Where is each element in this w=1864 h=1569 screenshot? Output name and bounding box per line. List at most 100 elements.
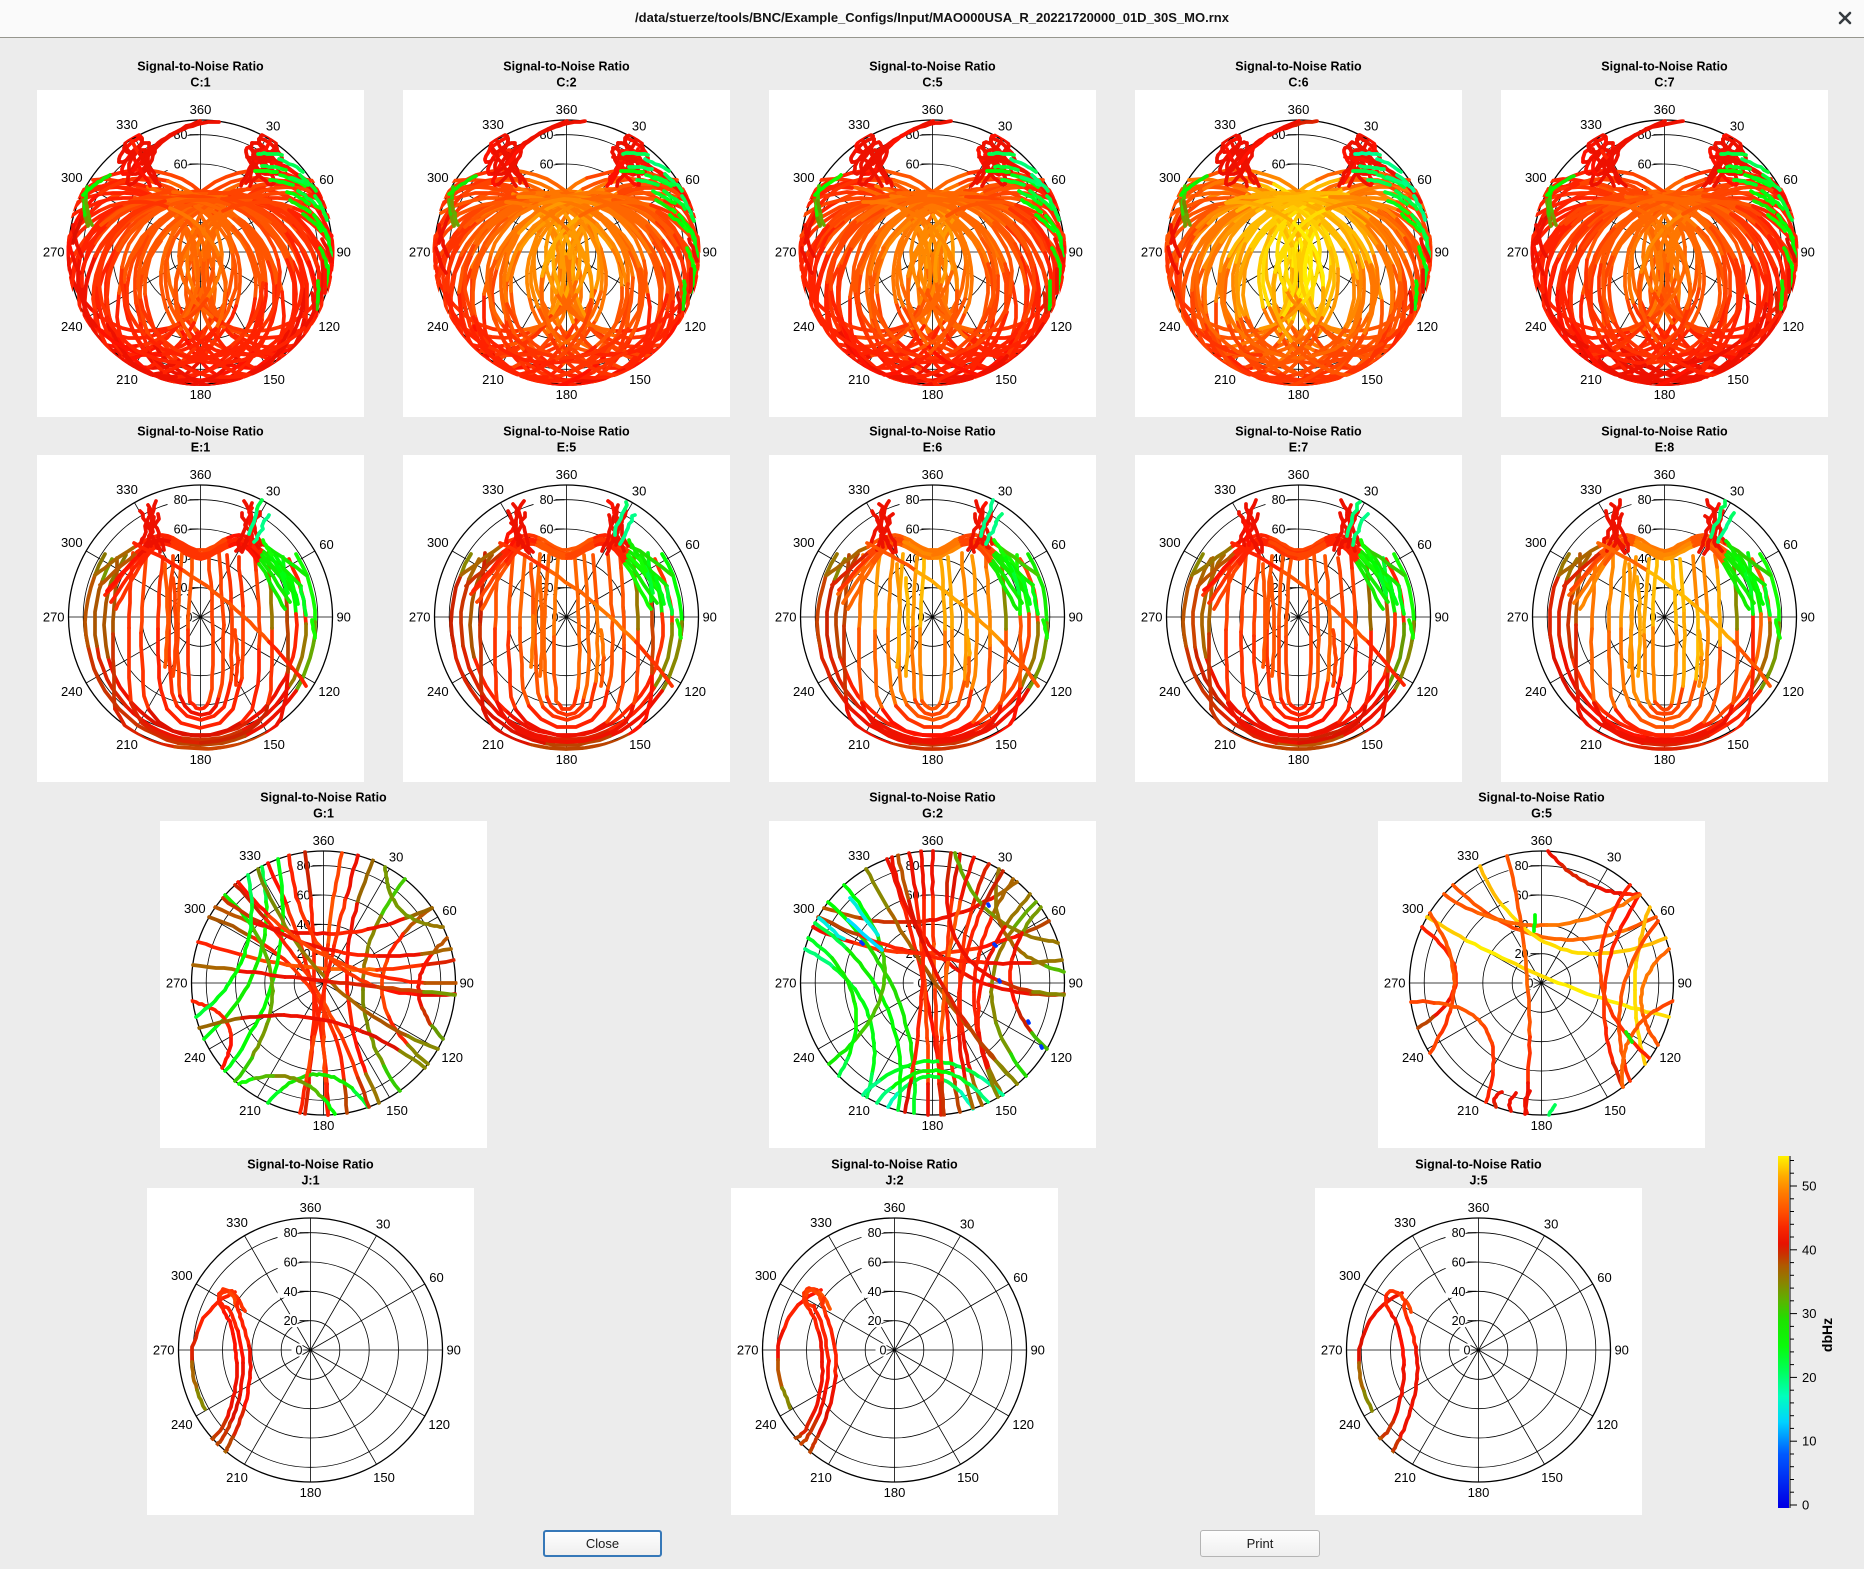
svg-text:210: 210 [482,372,504,387]
svg-text:90: 90 [1068,976,1082,991]
svg-text:60: 60 [906,523,920,537]
svg-text:60: 60 [868,1256,882,1270]
svg-text:330: 330 [848,848,870,863]
svg-text:60: 60 [906,158,920,172]
svg-text:330: 330 [1394,1215,1416,1230]
svg-text:210: 210 [1214,737,1236,752]
svg-text:330: 330 [1214,482,1236,497]
svg-text:240: 240 [1339,1417,1361,1432]
svg-text:240: 240 [427,684,449,699]
svg-text:30: 30 [1730,119,1744,134]
svg-text:60: 60 [319,172,333,187]
svg-text:240: 240 [793,319,815,334]
svg-text:30: 30 [632,484,646,499]
svg-text:E:7: E:7 [1289,441,1309,455]
svg-text:150: 150 [1361,372,1383,387]
svg-text:90: 90 [1068,245,1082,260]
svg-text:180: 180 [556,387,578,402]
svg-text:240: 240 [171,1417,193,1432]
svg-text:60: 60 [319,537,333,552]
svg-text:120: 120 [1596,1417,1618,1432]
svg-text:300: 300 [793,901,815,916]
svg-text:150: 150 [1727,372,1749,387]
svg-text:360: 360 [1654,102,1676,117]
svg-text:0: 0 [1650,246,1657,260]
svg-text:330: 330 [482,482,504,497]
svg-text:0: 0 [1464,1344,1471,1358]
svg-text:360: 360 [1468,1200,1490,1215]
svg-text:0: 0 [1802,1498,1809,1513]
svg-text:40: 40 [868,1285,882,1299]
svg-text:210: 210 [1580,737,1602,752]
svg-text:60: 60 [297,889,311,903]
svg-text:240: 240 [61,684,83,699]
svg-text:120: 120 [1782,684,1804,699]
svg-text:120: 120 [1050,684,1072,699]
svg-text:150: 150 [263,372,285,387]
svg-text:120: 120 [428,1417,450,1432]
svg-text:G:5: G:5 [1531,807,1552,821]
svg-text:180: 180 [300,1485,322,1500]
svg-text:300: 300 [61,170,83,185]
svg-text:120: 120 [441,1050,463,1065]
svg-text:90: 90 [702,245,716,260]
svg-text:360: 360 [1654,467,1676,482]
svg-text:300: 300 [184,901,206,916]
svg-text:Signal-to-Noise Ratio: Signal-to-Noise Ratio [1415,1158,1542,1172]
svg-text:360: 360 [922,467,944,482]
svg-text:30: 30 [376,1217,390,1232]
svg-text:Signal-to-Noise Ratio: Signal-to-Noise Ratio [869,425,996,439]
svg-text:Signal-to-Noise Ratio: Signal-to-Noise Ratio [503,425,630,439]
svg-text:210: 210 [848,737,870,752]
svg-text:30: 30 [389,850,403,865]
svg-text:80: 80 [1452,1226,1466,1240]
svg-text:20: 20 [868,1314,882,1328]
svg-text:330: 330 [848,482,870,497]
svg-text:Signal-to-Noise Ratio: Signal-to-Noise Ratio [1235,60,1362,74]
svg-text:150: 150 [629,372,651,387]
svg-text:80: 80 [868,1226,882,1240]
svg-text:120: 120 [1659,1050,1681,1065]
svg-text:300: 300 [793,170,815,185]
svg-text:120: 120 [1050,319,1072,334]
svg-text:60: 60 [1660,903,1674,918]
svg-text:150: 150 [1541,1470,1563,1485]
svg-text:360: 360 [556,102,578,117]
svg-text:210: 210 [482,737,504,752]
svg-text:240: 240 [1159,319,1181,334]
svg-text:60: 60 [174,158,188,172]
svg-text:180: 180 [313,1118,335,1133]
svg-text:60: 60 [1013,1270,1027,1285]
svg-text:270: 270 [166,976,188,991]
svg-text:120: 120 [318,684,340,699]
svg-text:330: 330 [810,1215,832,1230]
svg-text:J:1: J:1 [301,1174,319,1188]
svg-text:330: 330 [1214,117,1236,132]
svg-text:180: 180 [884,1485,906,1500]
svg-text:20: 20 [1802,1370,1816,1385]
svg-text:90: 90 [1434,610,1448,625]
svg-text:330: 330 [1580,482,1602,497]
svg-text:180: 180 [190,387,212,402]
svg-text:80: 80 [174,493,188,507]
svg-text:150: 150 [995,737,1017,752]
svg-text:Signal-to-Noise Ratio: Signal-to-Noise Ratio [503,60,630,74]
svg-text:150: 150 [1361,737,1383,752]
svg-text:J:2: J:2 [885,1174,903,1188]
svg-text:270: 270 [153,1343,175,1358]
svg-text:270: 270 [43,610,65,625]
svg-text:Signal-to-Noise Ratio: Signal-to-Noise Ratio [137,425,264,439]
svg-text:270: 270 [1321,1343,1343,1358]
svg-text:150: 150 [1604,1103,1626,1118]
svg-text:120: 120 [1416,319,1438,334]
svg-text:270: 270 [775,245,797,260]
svg-text:360: 360 [1288,467,1310,482]
svg-text:30: 30 [266,484,280,499]
svg-text:180: 180 [922,752,944,767]
svg-text:60: 60 [174,523,188,537]
svg-text:60: 60 [540,158,554,172]
svg-text:30: 30 [960,1217,974,1232]
svg-text:E:5: E:5 [557,441,577,455]
svg-text:Signal-to-Noise Ratio: Signal-to-Noise Ratio [1235,425,1362,439]
svg-text:180: 180 [1654,752,1676,767]
